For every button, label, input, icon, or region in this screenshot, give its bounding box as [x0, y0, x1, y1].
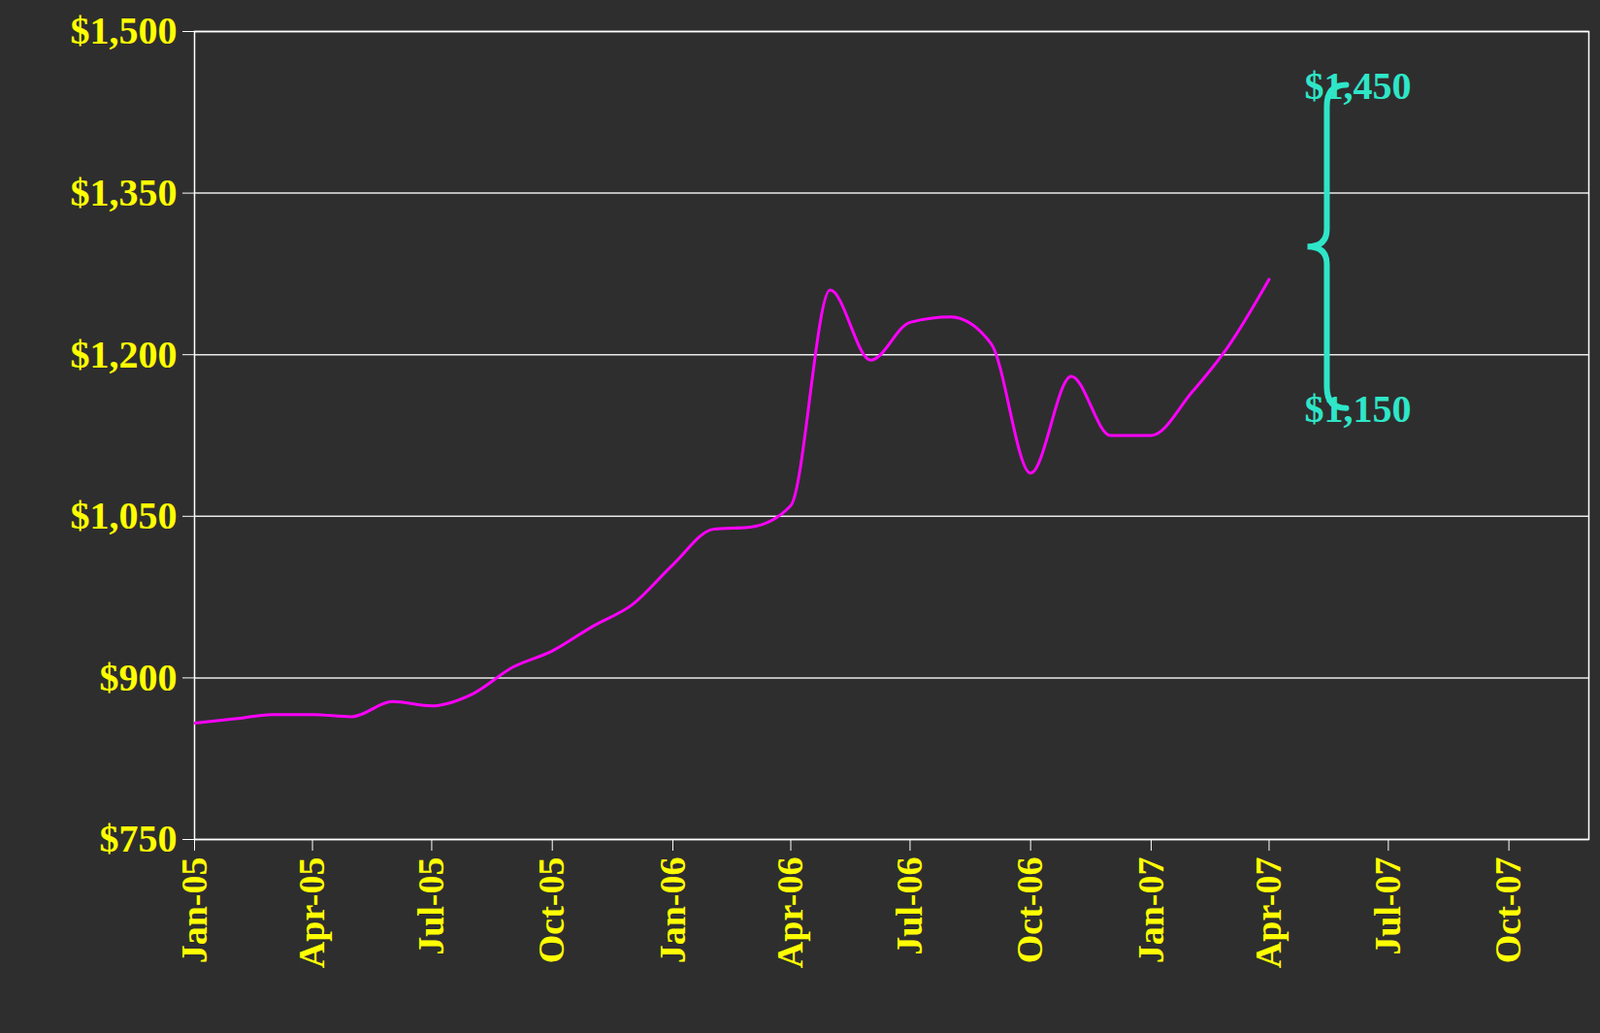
svg-text:Oct-07: Oct-07 [1487, 857, 1529, 965]
svg-text:$1,350: $1,350 [70, 170, 178, 215]
svg-text:Apr-07: Apr-07 [1247, 857, 1289, 970]
svg-text:$750: $750 [99, 816, 178, 861]
svg-text:Apr-06: Apr-06 [769, 857, 811, 970]
svg-text:$1,150: $1,150 [1304, 387, 1411, 431]
svg-text:Jan-05: Jan-05 [173, 857, 215, 965]
svg-text:Oct-06: Oct-06 [1009, 857, 1050, 965]
svg-text:Jul-05: Jul-05 [410, 857, 452, 956]
svg-text:Oct-05: Oct-05 [530, 857, 572, 965]
svg-text:$1,200: $1,200 [70, 332, 178, 377]
svg-text:$1,450: $1,450 [1304, 64, 1411, 108]
svg-text:Jul-07: Jul-07 [1367, 857, 1408, 956]
svg-text:Jan-07: Jan-07 [1130, 857, 1172, 965]
svg-text:$1,500: $1,500 [70, 8, 178, 53]
svg-text:$900: $900 [99, 655, 178, 700]
svg-text:$1,050: $1,050 [70, 493, 178, 538]
svg-text:Jul-06: Jul-06 [888, 857, 930, 956]
svg-text:Apr-05: Apr-05 [291, 857, 332, 970]
svg-text:Jan-06: Jan-06 [652, 857, 693, 965]
